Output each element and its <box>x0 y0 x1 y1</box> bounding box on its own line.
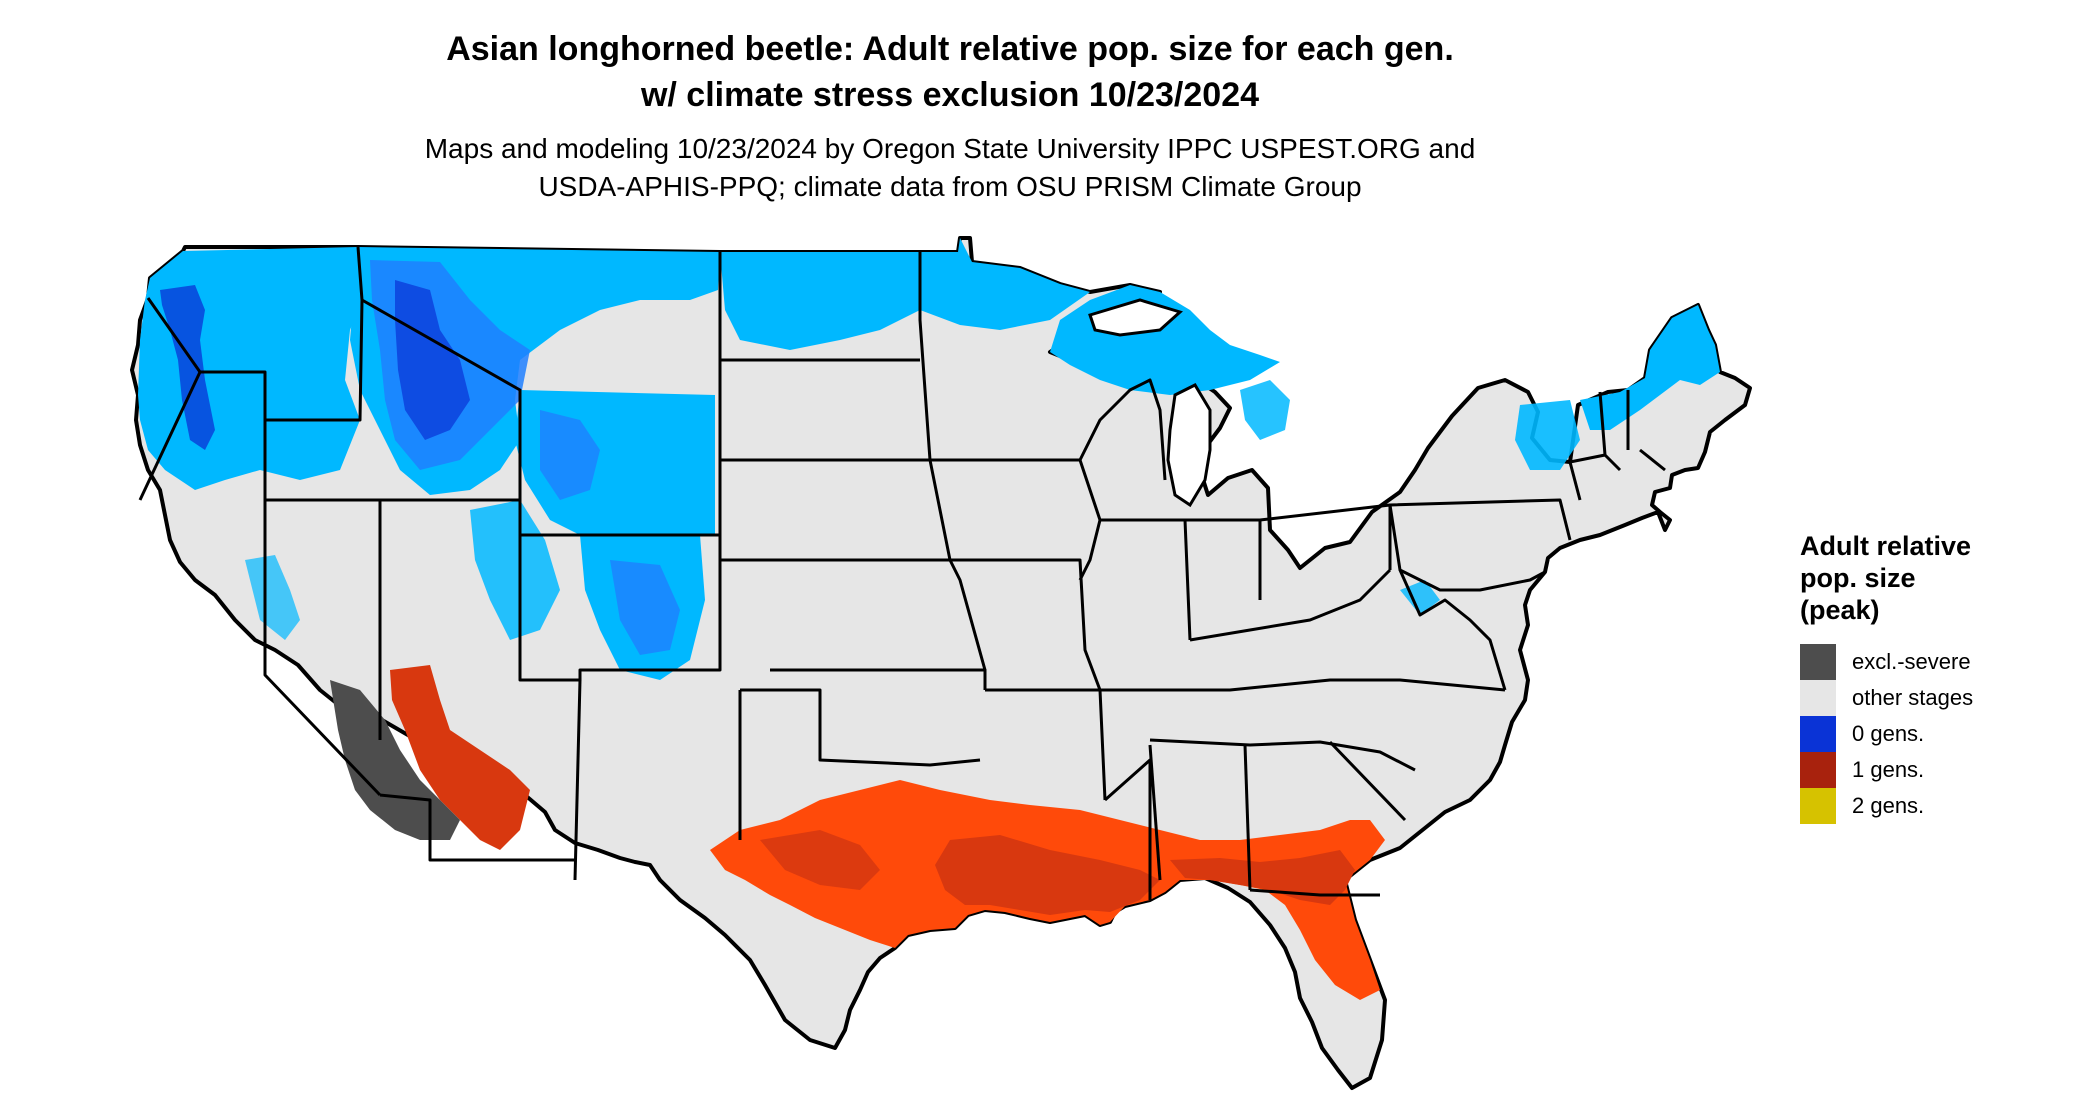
state-borders <box>138 246 1666 900</box>
legend-title-line: (peak) <box>1800 595 1880 625</box>
legend-title-line: pop. size <box>1800 563 1916 593</box>
legend-label: 2 gens. <box>1852 793 1925 818</box>
legend-swatch <box>1800 752 1836 788</box>
legend-label: 1 gens. <box>1852 757 1925 782</box>
appalachian-blue-specks <box>1400 580 1440 615</box>
map-title-line-2: w/ climate stress exclusion 10/23/2024 <box>640 76 1260 114</box>
louisiana-dark-red <box>935 835 1160 915</box>
legend-swatch <box>1800 680 1836 716</box>
florida-panhandle-dark-red <box>1170 850 1355 905</box>
lake-michigan <box>1166 383 1212 508</box>
map-subtitle-line-2: USDA-APHIS-PPQ; climate data from OSU PR… <box>538 171 1362 202</box>
arizona-red <box>390 665 530 850</box>
colorado-dark-blue <box>610 560 680 655</box>
northern-michigan-blue <box>1240 380 1290 440</box>
cascades-dark-blue <box>160 285 215 450</box>
north-dakota-minnesota-blue <box>720 238 1090 350</box>
nevada-blue-specks <box>245 555 300 640</box>
title-block: Asian longhorned beetle: Adult relative … <box>0 26 1900 206</box>
legend-swatch <box>1800 644 1836 680</box>
legend-title-line: Adult relative <box>1800 531 1972 561</box>
legend-item-1-gens: 1 gens. <box>1800 752 2080 788</box>
texas-red-patch <box>760 830 880 890</box>
legend-item-other-stages: other stages <box>1800 680 2080 716</box>
legend-swatch <box>1800 788 1836 824</box>
new-york-blue <box>1515 400 1580 470</box>
rockies-deep-blue <box>395 280 470 440</box>
lake-superior <box>1088 298 1183 337</box>
pacific-northwest-blue <box>138 247 362 490</box>
legend: Adult relative pop. size (peak) excl.-se… <box>1800 530 2080 824</box>
blue-cold-regions <box>138 238 1720 680</box>
map-title-line-1: Asian longhorned beetle: Adult relative … <box>446 30 1454 68</box>
wyoming-dark-blue <box>540 410 600 500</box>
legend-item-2-gens: 2 gens. <box>1800 788 2080 824</box>
legend-label: excl.-severe <box>1852 649 1971 674</box>
maine-vermont-blue <box>1580 305 1720 430</box>
legend-item-0-gens: 0 gens. <box>1800 716 2080 752</box>
legend-swatch <box>1800 716 1836 752</box>
map-subtitle-line-1: Maps and modeling 10/23/2024 by Oregon S… <box>424 133 1476 164</box>
legend-label: other stages <box>1852 685 1974 710</box>
legend-label: 0 gens. <box>1852 721 1925 746</box>
legend-title: Adult relative pop. size (peak) <box>1800 530 2080 626</box>
great-lakes <box>1088 298 1212 508</box>
legend-item-excl-severe: excl.-severe <box>1800 644 2080 680</box>
